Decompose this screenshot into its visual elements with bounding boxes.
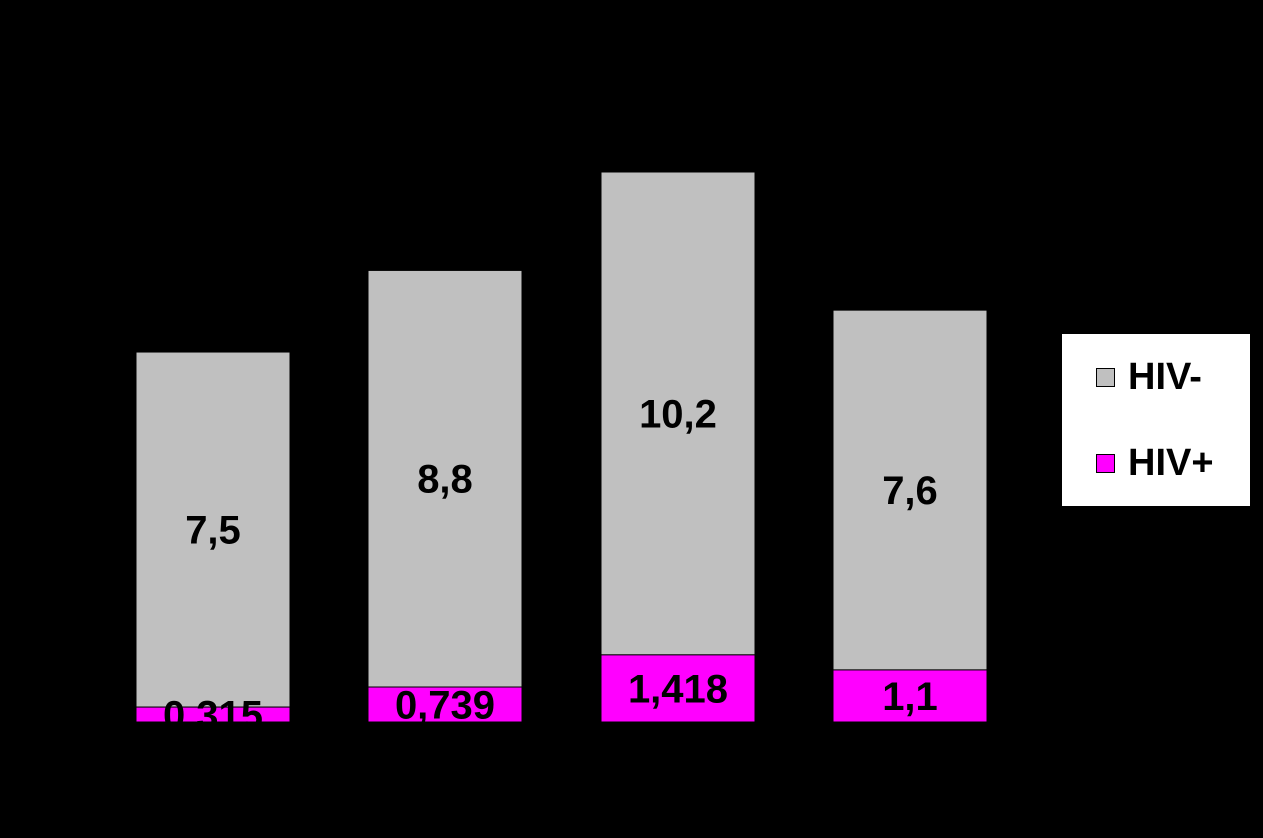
data-label-hiv-negative-2: 8,8 (417, 458, 473, 502)
bar-hiv-negative-2 (367, 269, 523, 688)
bar-hiv-negative-1 (135, 351, 291, 708)
data-label-hiv-positive-2: 0,739 (395, 684, 495, 728)
legend: HIV- HIV+ (1062, 334, 1250, 506)
legend-label-hiv-positive: HIV+ (1128, 442, 1214, 484)
legend-label-hiv-negative: HIV- (1128, 356, 1202, 398)
bar-hiv-negative-3 (600, 171, 756, 656)
legend-swatch-hiv-negative (1096, 367, 1115, 387)
data-label-hiv-positive-4: 1,1 (882, 675, 938, 719)
baseline-band (0, 722, 1263, 838)
legend-swatch-hiv-positive (1096, 453, 1115, 473)
data-label-hiv-negative-4: 7,6 (882, 469, 938, 513)
data-label-hiv-negative-1: 7,5 (185, 509, 241, 553)
data-label-hiv-positive-3: 1,418 (628, 667, 728, 711)
legend-item-hiv-positive: HIV+ (1096, 443, 1214, 483)
bar-hiv-positive-2 (367, 686, 523, 723)
bar-hiv-positive-4 (832, 669, 988, 723)
data-label-hiv-negative-3: 10,2 (639, 392, 717, 436)
legend-item-hiv-negative: HIV- (1096, 357, 1202, 397)
bar-hiv-negative-4 (832, 309, 988, 671)
